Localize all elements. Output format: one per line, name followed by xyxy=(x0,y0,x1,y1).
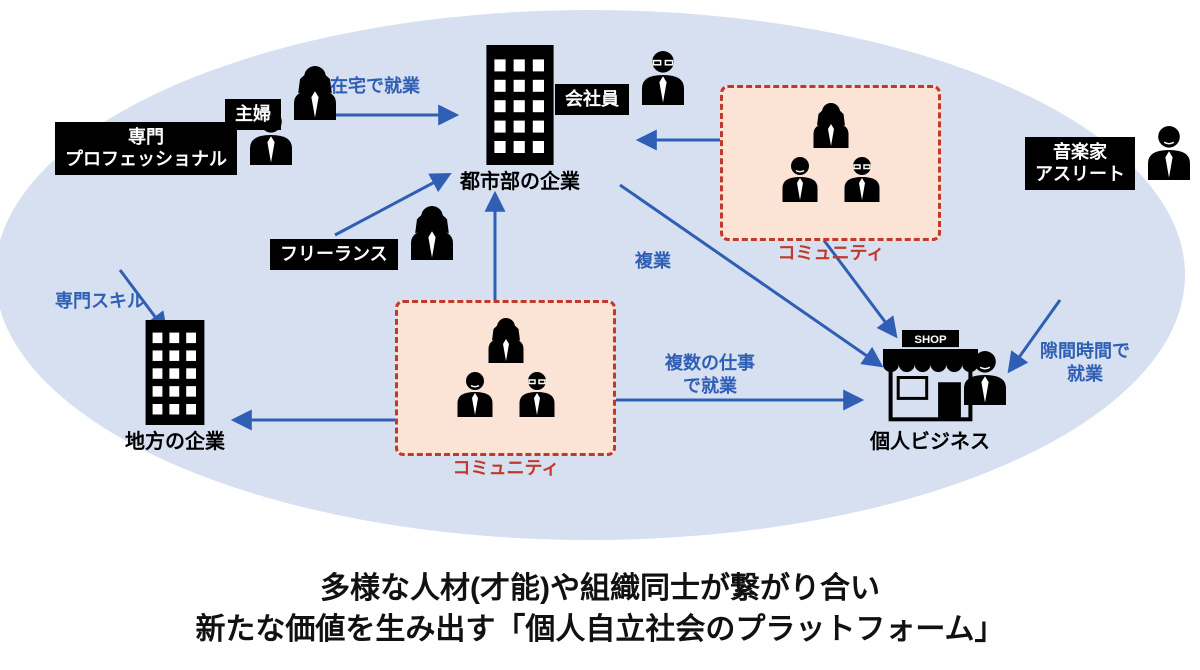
community-people xyxy=(426,311,586,419)
label-employee: 会社員 xyxy=(555,84,629,115)
label-local-company: 地方の企業 xyxy=(125,430,225,455)
label-community-2: コミュニティ xyxy=(778,239,885,265)
edge-label-home-work: 在宅で就業 xyxy=(330,75,420,98)
label-personal-business: 個人ビジネス xyxy=(870,430,990,455)
community-box-2 xyxy=(720,85,941,241)
building-icon xyxy=(125,320,225,430)
label-urban-company: 都市部の企業 xyxy=(460,170,580,195)
node-employee: 会社員 xyxy=(555,45,693,115)
svg-text:SHOP: SHOP xyxy=(914,334,947,346)
person-icon xyxy=(402,200,462,260)
edge-label-side-job: 複業 xyxy=(635,250,671,273)
community-box-1 xyxy=(395,300,616,456)
person-icon xyxy=(633,45,693,105)
caption-line1: 多様な人材(才能)や組織同士が繋がり合い xyxy=(0,569,1200,610)
label-professional: 専門 プロフェッショナル xyxy=(55,122,237,175)
edge-label-multiple-jobs: 複数の仕事 で就業 xyxy=(665,352,755,397)
node-housewife: 主婦 xyxy=(225,60,345,130)
edge-label-specialist-skill: 専門スキル xyxy=(55,290,145,313)
node-shop-person xyxy=(955,345,1015,410)
edge-label-spare-time: 隙間時間で 就業 xyxy=(1040,340,1130,385)
node-freelance: フリーランス xyxy=(270,200,462,270)
label-freelance: フリーランス xyxy=(270,239,398,270)
label-musician: 音楽家 アスリート xyxy=(1025,137,1135,190)
caption: 多様な人材(才能)や組織同士が繋がり合い 新たな価値を生み出す「個人自立社会のプ… xyxy=(0,569,1200,650)
label-community-1: コミュニティ xyxy=(453,454,560,480)
person-icon xyxy=(955,345,1015,405)
label-housewife: 主婦 xyxy=(225,99,281,130)
node-local-company: 地方の企業 xyxy=(125,320,225,455)
node-musician: 音楽家 アスリート xyxy=(1025,120,1199,190)
community-people xyxy=(751,96,911,204)
caption-line2: 新たな価値を生み出す「個人自立社会のプラットフォーム」 xyxy=(0,610,1200,651)
person-icon xyxy=(1139,120,1199,180)
